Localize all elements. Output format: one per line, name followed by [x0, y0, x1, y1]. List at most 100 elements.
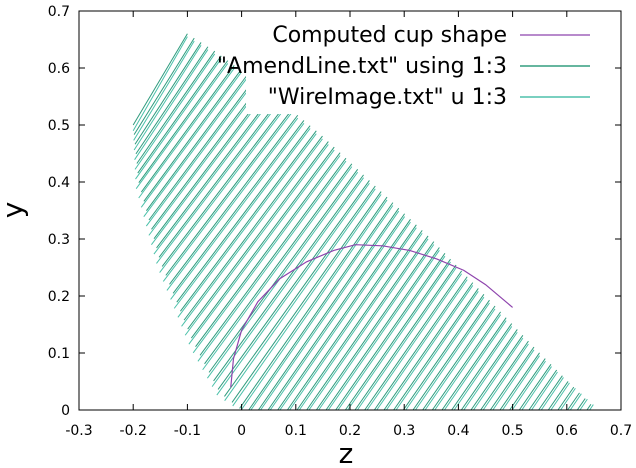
- series-2-wire: [473, 337, 524, 411]
- series-1-wire: [165, 109, 292, 276]
- series-2-wire: [415, 302, 490, 411]
- series-1-wire: [138, 60, 229, 183]
- series-1-wire: [412, 299, 490, 411]
- series-2-wire: [511, 360, 546, 411]
- x-tick-label: 0.2: [339, 423, 361, 439]
- series-0-line: [230, 244, 513, 388]
- series-2-wire: [224, 188, 376, 401]
- series-2-wire: [482, 343, 529, 411]
- series-1-wire: [509, 358, 546, 411]
- series-1-wire: [239, 196, 388, 409]
- series-1-wire: [156, 94, 274, 249]
- series-1-wire: [132, 33, 188, 126]
- series-1-wire: [224, 185, 376, 397]
- series-2-wire: [184, 144, 329, 336]
- series-1-wire: [470, 334, 524, 411]
- series-1-wire: [538, 375, 563, 411]
- y-tick-label: 0.4: [48, 175, 70, 191]
- series-2-wire: [133, 40, 195, 141]
- series-2-wire: [151, 91, 268, 246]
- series-1-wire: [134, 42, 202, 145]
- series-2-wire: [134, 49, 209, 160]
- series-1-wire: [286, 224, 417, 411]
- series-1-wire: [344, 258, 451, 411]
- legend-label: "AmendLine.txt" using 1:3: [217, 54, 507, 79]
- series-2-wire: [188, 149, 335, 345]
- series-1-wire: [231, 191, 382, 403]
- series-1-wire: [140, 65, 235, 193]
- x-tick-label: 0.5: [501, 423, 523, 439]
- series-1: [132, 33, 592, 411]
- series-1-wire: [172, 120, 305, 294]
- series-2-wire: [318, 244, 435, 411]
- series-2-wire: [366, 273, 463, 411]
- series-2-wire: [337, 255, 446, 411]
- y-tick-label: 0.7: [48, 4, 70, 20]
- series-2-wire: [521, 366, 552, 411]
- series-1-wire: [518, 363, 552, 411]
- series-1-wire: [325, 247, 440, 411]
- series-2-wire: [260, 210, 400, 411]
- series-1-wire: [176, 125, 311, 303]
- series-2-wire: [159, 107, 286, 273]
- series-2-wire: [170, 122, 305, 300]
- series-1-wire: [460, 329, 518, 411]
- series-1-wire: [393, 288, 479, 411]
- series-2-wire: [298, 232, 423, 411]
- series-2-wire: [434, 314, 502, 411]
- x-tick-label: 0.7: [610, 423, 632, 439]
- series-2-wire: [579, 398, 588, 411]
- series-1-wire: [576, 398, 586, 411]
- series-2-wire: [156, 102, 280, 264]
- series-1-wire: [148, 79, 255, 221]
- series-2-wire: [202, 166, 353, 371]
- series-1-wire: [213, 174, 364, 382]
- series-1-wire: [499, 352, 540, 411]
- series-1-wire: [151, 84, 261, 230]
- series-2-wire: [135, 63, 229, 189]
- series-1-wire: [451, 323, 513, 411]
- series-1-wire: [190, 146, 335, 339]
- x-tick-label: 0: [237, 423, 246, 439]
- series-2-wire: [148, 87, 261, 236]
- series-2-wire: [405, 296, 485, 411]
- y-axis: 0 0.1 0.2 0.3 0.4 0.5 0.6 0.7: [48, 4, 621, 419]
- series-1-wire: [267, 213, 406, 411]
- series-1-wire: [277, 219, 411, 411]
- series-2-wire: [269, 216, 406, 411]
- series-2-wire: [463, 331, 518, 411]
- series-2-wire: [145, 82, 255, 227]
- legend: Computed cup shape "AmendLine.txt" using …: [217, 22, 606, 114]
- series-2-wire: [134, 53, 216, 170]
- series-1-wire: [158, 99, 280, 258]
- x-tick-label: -0.1: [174, 423, 201, 439]
- series-2-wire: [385, 285, 474, 411]
- series-1-wire: [402, 294, 485, 411]
- series-2-wire: [279, 221, 411, 411]
- series-1-wire: [431, 311, 502, 411]
- series-2-wire: [140, 72, 242, 208]
- series-1-wire: [143, 69, 242, 202]
- legend-background: [246, 22, 606, 114]
- series-2-wire: [132, 36, 188, 131]
- x-tick-label: 0.1: [285, 423, 307, 439]
- series-2-wire: [569, 393, 582, 411]
- series-2-wire: [153, 96, 274, 255]
- series-2-wire: [453, 326, 513, 411]
- series-2-wire: [327, 250, 440, 411]
- series-1-wire: [133, 37, 195, 135]
- series-2: [132, 36, 594, 411]
- series-1-wire: [354, 264, 457, 411]
- series-1-wire: [195, 152, 341, 348]
- series-2-wire: [192, 155, 341, 354]
- series-2-wire: [395, 291, 479, 411]
- series-2-wire: [424, 308, 496, 411]
- series-1-wire: [567, 392, 580, 411]
- series-1-wire: [422, 305, 496, 411]
- series-2-wire: [240, 199, 388, 411]
- series-2-wire: [173, 128, 311, 309]
- series-1-wire: [296, 230, 423, 411]
- y-tick-label: 0.6: [48, 61, 70, 77]
- series-2-wire: [143, 77, 248, 217]
